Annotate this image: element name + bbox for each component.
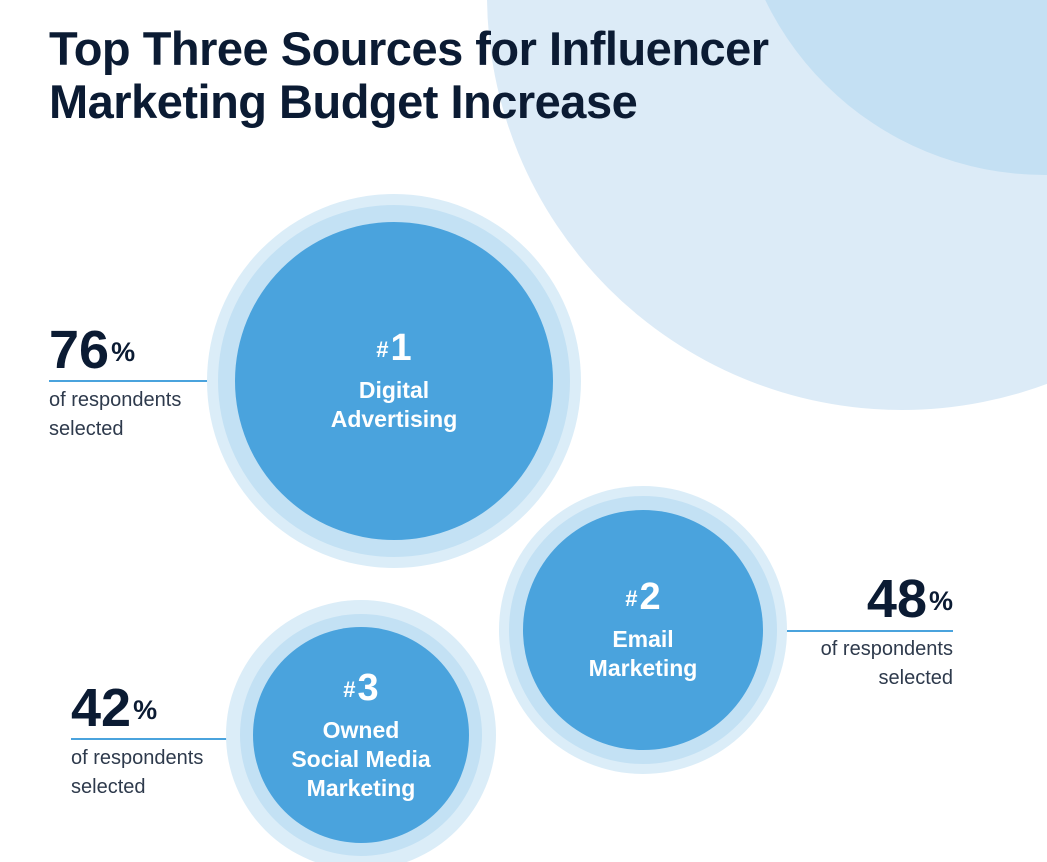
rank-number: 1 <box>390 327 412 369</box>
bubble-label: Owned <box>322 716 400 743</box>
bubble-rank: #2 <box>625 577 660 617</box>
bubble-label: Marketing <box>588 655 698 681</box>
bubble-label: Digital <box>358 377 430 403</box>
leader-line <box>762 630 953 632</box>
stat-description: of respondents selected <box>821 635 953 693</box>
stat-description: of respondents selected <box>49 386 181 444</box>
stat-description-line: of respondents <box>820 638 953 660</box>
stat-unit: % <box>928 586 953 616</box>
chart-title: Top Three Sources for Influencer Marketi… <box>49 22 949 128</box>
bubble: #2 Email Marketing <box>523 510 763 750</box>
stat-block: 42% of respondents selected <box>71 680 203 802</box>
stat-number: 76 <box>49 320 110 380</box>
bubble-label: Email <box>612 626 674 652</box>
stat-description-line: selected <box>878 667 954 689</box>
stat-description-line: of respondents <box>49 389 182 411</box>
stat-value: 76% <box>49 322 181 378</box>
leader-line <box>49 380 237 382</box>
stat-number: 42 <box>71 678 132 738</box>
bubble-label: Social Media <box>291 745 431 772</box>
leader-line <box>71 738 255 740</box>
bubble-rank: #1 <box>376 328 411 368</box>
rank-number: 3 <box>357 666 379 709</box>
stat-number: 48 <box>866 569 927 629</box>
bubble: #1 Digital Advertising <box>235 222 553 540</box>
rank-hash: # <box>376 337 389 362</box>
bubble-rank: #3 <box>343 668 378 708</box>
stat-description-line: selected <box>49 418 124 440</box>
stat-value: 42% <box>71 680 203 736</box>
bubble-label: Marketing <box>306 774 416 801</box>
chart-title-line: Marketing Budget Increase <box>49 75 638 128</box>
bubble: #3 Owned Social Media Marketing <box>253 627 469 843</box>
stat-unit: % <box>111 337 136 367</box>
stat-block: 76% of respondents selected <box>49 322 181 444</box>
stat-value: 48% <box>821 571 953 627</box>
stat-description-line: selected <box>71 776 146 798</box>
stat-block: 48% of respondents selected <box>821 571 953 693</box>
bubble-label: Advertising <box>330 406 458 432</box>
stat-description: of respondents selected <box>71 744 203 802</box>
stat-unit: % <box>133 695 158 725</box>
rank-hash: # <box>343 676 356 702</box>
rank-hash: # <box>625 586 638 611</box>
stat-description-line: of respondents <box>71 747 204 769</box>
chart-title-line: Top Three Sources for Influencer <box>49 22 769 75</box>
rank-number: 2 <box>639 576 661 618</box>
